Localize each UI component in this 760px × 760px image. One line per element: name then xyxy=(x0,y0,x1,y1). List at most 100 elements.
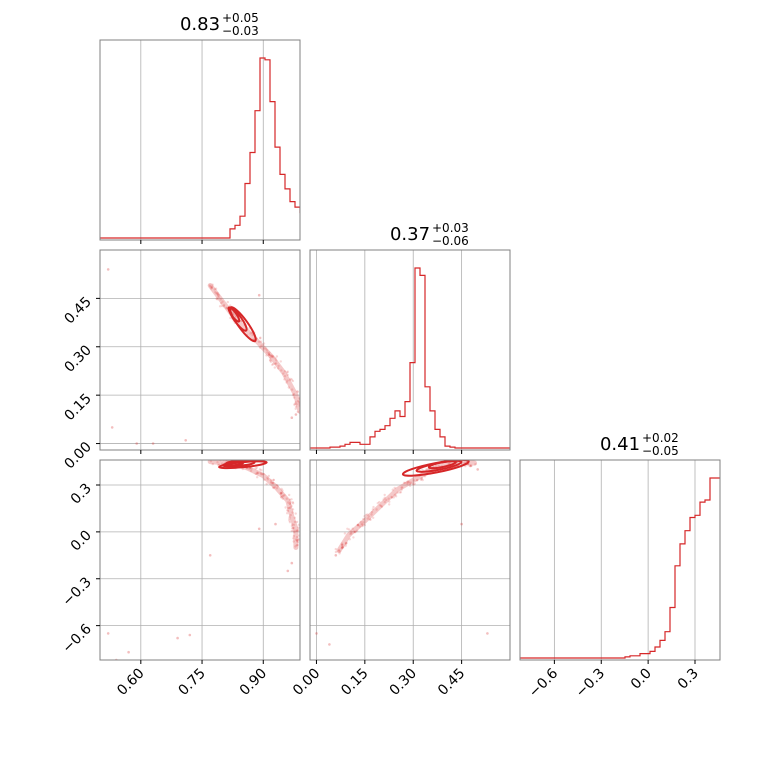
sample-point xyxy=(340,542,344,545)
sample-point xyxy=(266,478,269,481)
sample-point xyxy=(211,283,214,286)
sample-point xyxy=(370,511,374,514)
sample-point xyxy=(392,496,395,499)
title-minus-err: −0.03 xyxy=(222,24,259,38)
sample-point xyxy=(289,513,292,517)
panel-1-0 xyxy=(96,249,301,454)
sample-point xyxy=(286,507,290,510)
outlier-point xyxy=(286,569,290,573)
sample-point xyxy=(291,523,294,526)
sample-point xyxy=(283,378,286,381)
sample-point xyxy=(260,469,263,472)
sample-point xyxy=(269,358,272,362)
sample-point xyxy=(407,480,411,484)
sample-point xyxy=(259,336,262,339)
sample-point xyxy=(273,485,277,489)
title-median: 0.83 xyxy=(180,14,220,35)
sample-point xyxy=(296,529,299,532)
sample-point xyxy=(294,401,297,404)
panel-content xyxy=(520,477,720,659)
sample-point xyxy=(366,517,369,520)
sample-point xyxy=(233,313,236,316)
sample-point xyxy=(295,520,299,524)
sample-point xyxy=(394,493,397,496)
outlier-point xyxy=(486,632,489,635)
param-title-0: 0.83 xyxy=(180,14,220,35)
sample-point xyxy=(292,396,296,399)
sample-point xyxy=(393,494,396,497)
sample-point xyxy=(291,526,294,530)
title-median: 0.41 xyxy=(600,434,640,455)
sample-point xyxy=(469,464,473,467)
sample-point xyxy=(290,388,294,391)
sample-point xyxy=(215,292,218,295)
sample-point xyxy=(382,498,385,501)
sample-point xyxy=(370,513,373,516)
sample-point xyxy=(217,296,220,299)
sample-point xyxy=(282,494,285,497)
sample-point xyxy=(291,394,295,397)
sample-point xyxy=(421,478,424,482)
sample-point xyxy=(376,502,379,505)
panel-2-2: 0.41 +0.02−0.05 xyxy=(519,431,721,664)
sample-point xyxy=(469,464,472,467)
sample-point xyxy=(259,337,262,340)
sample-point xyxy=(344,542,348,546)
sample-point xyxy=(286,370,289,373)
x-tick-label: 0.75 xyxy=(175,666,208,699)
sample-point xyxy=(415,479,419,482)
sample-point xyxy=(292,529,295,532)
sample-point xyxy=(385,498,388,502)
sample-point xyxy=(293,402,297,406)
sample-point xyxy=(274,362,278,365)
panel-2-1 xyxy=(309,459,511,664)
sample-point xyxy=(401,486,404,489)
sample-point xyxy=(288,493,291,497)
outlier-point xyxy=(217,293,220,297)
sample-point xyxy=(368,518,372,521)
sample-point xyxy=(292,523,296,526)
sample-point xyxy=(220,302,223,305)
param-title-2: 0.41 xyxy=(600,434,640,455)
panel-frame xyxy=(99,459,301,661)
sample-point xyxy=(210,287,213,290)
sample-point xyxy=(217,463,220,467)
contour-level-2 xyxy=(427,460,457,470)
sample-point xyxy=(286,509,289,512)
sample-point xyxy=(272,356,275,359)
sample-point xyxy=(254,472,257,475)
sample-point xyxy=(263,347,266,350)
sample-point xyxy=(295,529,298,532)
sample-point xyxy=(288,379,291,382)
sample-point xyxy=(388,503,391,506)
sample-point xyxy=(361,523,364,526)
sample-point xyxy=(412,483,415,486)
outlier-point xyxy=(110,426,114,429)
sample-point xyxy=(356,523,360,526)
sample-point xyxy=(291,527,294,530)
param-title-1: 0.37 xyxy=(390,224,430,245)
sample-point xyxy=(288,517,291,521)
sample-point xyxy=(269,479,273,482)
panel-frame xyxy=(519,459,721,661)
sample-point xyxy=(267,352,271,356)
sample-point xyxy=(297,526,300,529)
x-tick-label: 0.45 xyxy=(435,666,468,699)
sample-point xyxy=(288,516,291,519)
sample-point xyxy=(399,491,403,494)
sample-point xyxy=(269,359,272,362)
sample-point xyxy=(406,480,409,483)
sample-point xyxy=(290,498,293,501)
sample-point xyxy=(282,372,285,375)
sample-point xyxy=(420,477,423,481)
title-plus-err: +0.05 xyxy=(222,11,259,25)
sample-point xyxy=(269,360,273,363)
sample-point xyxy=(361,524,364,528)
outlier-point xyxy=(257,293,261,297)
sample-point xyxy=(352,536,355,539)
sample-point xyxy=(297,523,300,526)
sample-point xyxy=(291,511,294,514)
sample-point xyxy=(288,521,292,524)
sample-point xyxy=(214,291,217,294)
